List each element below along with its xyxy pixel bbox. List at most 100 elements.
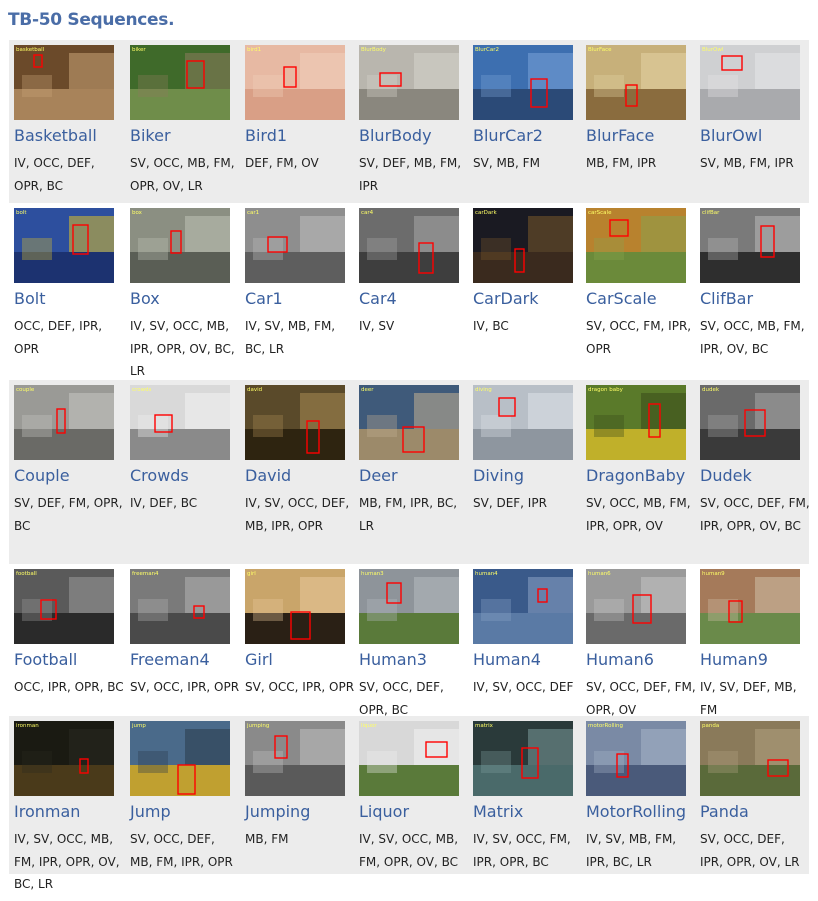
sequence-name-link[interactable]: Human9	[700, 650, 768, 669]
sequence-name-link[interactable]: CarDark	[473, 289, 539, 308]
thumbnail-image: motorRolling	[586, 721, 686, 796]
sequence-attributes: SV, MB, FM, IPR	[700, 156, 794, 170]
sequence-name-link[interactable]: Football	[14, 650, 78, 669]
sequence-thumbnail[interactable]: deer	[359, 385, 459, 460]
sequence-thumbnail[interactable]: carDark	[473, 208, 573, 283]
sequence-thumbnail[interactable]: diving	[473, 385, 573, 460]
sequence-thumbnail[interactable]: crowds	[130, 385, 230, 460]
sequence-name-link[interactable]: Diving	[473, 466, 524, 485]
sequence-name-link[interactable]: Basketball	[14, 126, 97, 145]
sequence-thumbnail[interactable]: human6	[586, 569, 686, 644]
sequence-thumbnail[interactable]: BlurCar2	[473, 45, 573, 120]
sequence-name-link[interactable]: Crowds	[130, 466, 189, 485]
sequence-name-link[interactable]: BlurFace	[586, 126, 655, 145]
sequence-name-link[interactable]: Dudek	[700, 466, 752, 485]
sequence-row: couple Couple SV, DEF, FM, OPR, BC crowds Cr…	[9, 380, 810, 564]
sequence-thumbnail[interactable]: bolt	[14, 208, 114, 283]
sequence-attributes: IV, SV, OCC, DEF, MB, IPR, OPR	[245, 496, 350, 533]
sequence-thumbnail[interactable]: box	[130, 208, 230, 283]
sequence-thumbnail[interactable]: human9	[700, 569, 800, 644]
sequence-name-link[interactable]: Freeman4	[130, 650, 210, 669]
sequence-name-link[interactable]: Car1	[245, 289, 283, 308]
sequence-name-link[interactable]: Human3	[359, 650, 427, 669]
sequence-name-link[interactable]: Bird1	[245, 126, 288, 145]
thumbnail-overlay-label: diving	[475, 387, 492, 393]
thumbnail-image: human4	[473, 569, 573, 644]
thumbnail-overlay-label: panda	[702, 723, 719, 729]
sequence-thumbnail[interactable]: football	[14, 569, 114, 644]
sequence-name-link[interactable]: BlurCar2	[473, 126, 543, 145]
thumbnail-overlay-label: david	[247, 387, 262, 393]
sequence-name-link[interactable]: DragonBaby	[586, 466, 686, 485]
sequence-name-link[interactable]: Matrix	[473, 802, 524, 821]
sequence-name-link[interactable]: Panda	[700, 802, 749, 821]
sequence-thumbnail[interactable]: ironman	[14, 721, 114, 796]
sequence-name-link[interactable]: Jump	[130, 802, 171, 821]
sequence-thumbnail[interactable]: liquor	[359, 721, 459, 796]
sequence-thumbnail[interactable]: BlurBody	[359, 45, 459, 120]
sequence-name-link[interactable]: Car4	[359, 289, 397, 308]
sequence-name-link[interactable]: ClifBar	[700, 289, 754, 308]
sequence-thumbnail[interactable]: jump	[130, 721, 230, 796]
sequence-attributes: IV, SV, OCC, FM, IPR, OPR, BC	[473, 832, 571, 869]
thumbnail-overlay-label: freeman4	[132, 571, 159, 577]
sequence-name-link[interactable]: Couple	[14, 466, 70, 485]
sequence-name-link[interactable]: Girl	[245, 650, 273, 669]
sequence-name-link[interactable]: Ironman	[14, 802, 81, 821]
thumbnail-overlay-label: motorRolling	[588, 723, 623, 729]
sequence-thumbnail[interactable]: human4	[473, 569, 573, 644]
sequence-card: human3 Human3 SV, OCC, DEF, OPR, BC	[354, 564, 466, 717]
sequence-attributes: OCC, IPR, OPR, BC	[14, 680, 124, 694]
sequence-thumbnail[interactable]: dragon baby	[586, 385, 686, 460]
sequence-card: BlurOwl BlurOwl SV, MB, FM, IPR	[695, 40, 807, 203]
sequence-thumbnail[interactable]: couple	[14, 385, 114, 460]
sequence-thumbnail[interactable]: girl	[245, 569, 345, 644]
sequence-thumbnail[interactable]: biker	[130, 45, 230, 120]
sequence-name-link[interactable]: Jumping	[245, 802, 311, 821]
sequence-thumbnail[interactable]: clifBar	[700, 208, 800, 283]
sequence-thumbnail[interactable]: basketball	[14, 45, 114, 120]
sequence-thumbnail[interactable]: matrix	[473, 721, 573, 796]
sequence-thumbnail[interactable]: panda	[700, 721, 800, 796]
sequence-thumbnail[interactable]: BlurOwl	[700, 45, 800, 120]
thumbnail-image: dragon baby	[586, 385, 686, 460]
sequence-name-link[interactable]: David	[245, 466, 292, 485]
sequence-row: basketball Basketball IV, OCC, DEF, OPR, B…	[9, 40, 809, 203]
sequence-thumbnail[interactable]: motorRolling	[586, 721, 686, 796]
sequence-thumbnail[interactable]: bird1	[245, 45, 345, 120]
thumbnail-overlay-label: bird1	[247, 47, 261, 53]
sequence-card: jump Jump SV, OCC, DEF, MB, FM, IPR, OPR	[125, 716, 237, 874]
sequence-name-link[interactable]: MotorRolling	[586, 802, 687, 821]
sequence-attributes: IV, SV, OCC, MB, FM, OPR, OV, BC	[359, 832, 459, 869]
sequence-name-link[interactable]: BlurOwl	[700, 126, 763, 145]
sequence-name-link[interactable]: Human6	[586, 650, 654, 669]
sequence-thumbnail[interactable]: freeman4	[130, 569, 230, 644]
sequence-name-link[interactable]: Bolt	[14, 289, 46, 308]
sequence-thumbnail[interactable]: dudek	[700, 385, 800, 460]
thumbnail-overlay-label: jumping	[246, 723, 269, 729]
sequence-name-link[interactable]: Human4	[473, 650, 541, 669]
sequence-thumbnail[interactable]: BlurFace	[586, 45, 686, 120]
thumbnail-image: football	[14, 569, 114, 644]
sequence-attributes: DEF, FM, OV	[245, 156, 319, 170]
thumbnail-image: couple	[14, 385, 114, 460]
sequence-name-link[interactable]: Box	[130, 289, 160, 308]
sequence-name-link[interactable]: Liquor	[359, 802, 410, 821]
sequence-attributes: IV, BC	[473, 319, 509, 333]
sequence-thumbnail[interactable]: human3	[359, 569, 459, 644]
sequence-attributes: OCC, DEF, IPR, OPR	[14, 319, 103, 356]
sequence-name-link[interactable]: CarScale	[586, 289, 657, 308]
sequence-name-link[interactable]: BlurBody	[359, 126, 432, 145]
sequence-thumbnail[interactable]: car4	[359, 208, 459, 283]
sequence-name-link[interactable]: Biker	[130, 126, 171, 145]
thumbnail-image: liquor	[359, 721, 459, 796]
thumbnail-overlay-label: jump	[131, 723, 146, 729]
sequence-name-link[interactable]: Deer	[359, 466, 398, 485]
sequence-thumbnail[interactable]: jumping	[245, 721, 345, 796]
sequence-thumbnail[interactable]: car1	[245, 208, 345, 283]
sequence-thumbnail[interactable]: david	[245, 385, 345, 460]
sequence-thumbnail[interactable]: carScale	[586, 208, 686, 283]
thumbnail-image: david	[245, 385, 345, 460]
thumbnail-image: diving	[473, 385, 573, 460]
sequence-attributes: IV, DEF, BC	[130, 496, 198, 510]
